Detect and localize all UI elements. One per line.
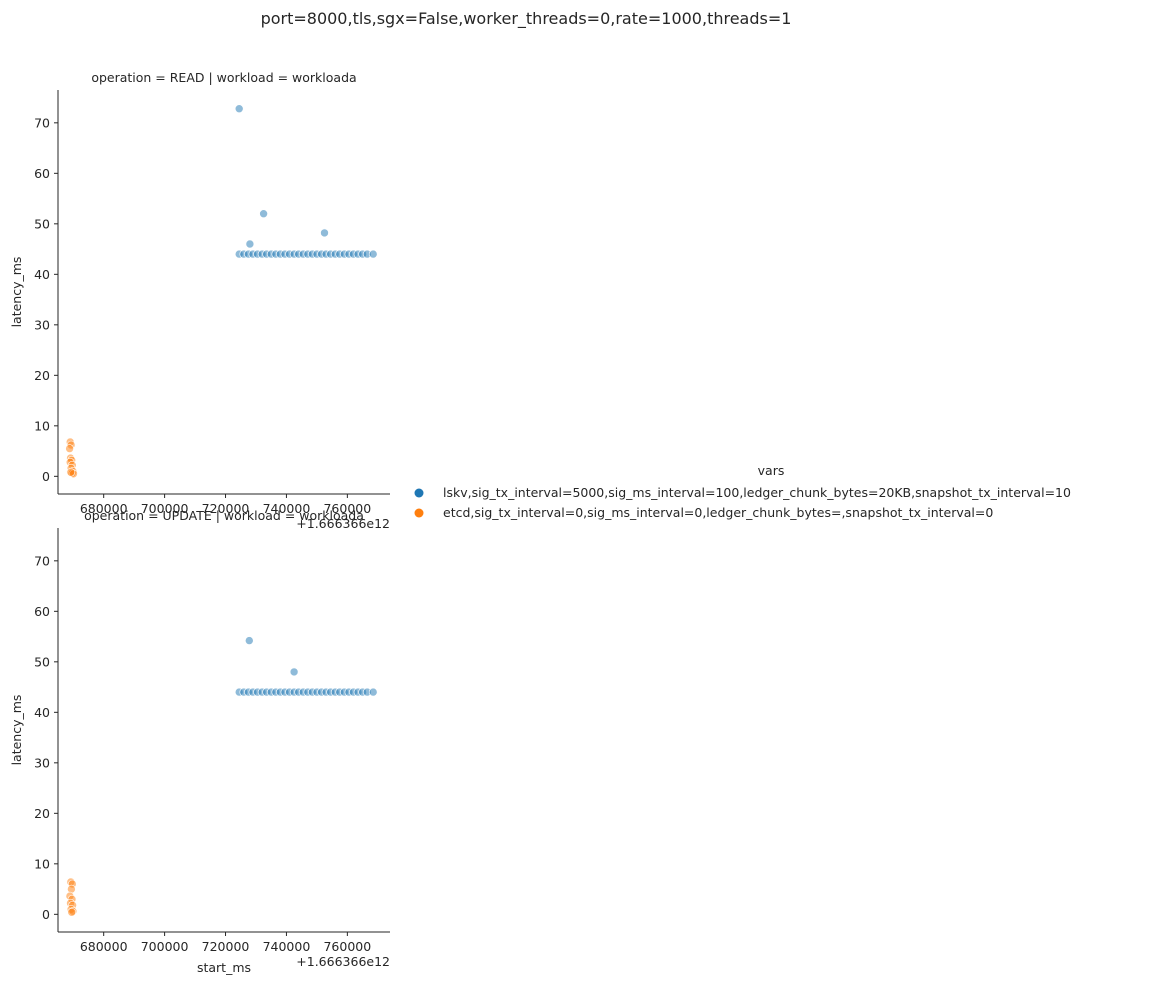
x-offset-label: +1.666366e12: [296, 954, 390, 969]
x-axis-label: start_ms: [197, 960, 251, 975]
legend-marker-lskv: [414, 488, 424, 498]
x-tick-label: 720000: [202, 939, 250, 954]
y-tick-label: 60: [34, 604, 50, 619]
y-tick-label: 40: [34, 267, 50, 282]
scatter-point: [368, 249, 378, 259]
y-axis-label: latency_ms: [9, 695, 24, 766]
y-tick-label: 70: [34, 115, 50, 130]
y-tick-label: 30: [34, 755, 50, 770]
scatter-point: [245, 239, 255, 249]
scatter-point: [67, 907, 76, 917]
x-tick-label: 680000: [80, 501, 128, 516]
x-tick-label: 700000: [141, 501, 189, 516]
y-tick-label: 10: [34, 418, 50, 433]
x-tick-label: 680000: [80, 939, 128, 954]
x-tick-label: 720000: [202, 501, 250, 516]
x-tick-label: 760000: [323, 501, 371, 516]
lskv-series: [234, 636, 378, 697]
scatter-point: [245, 636, 254, 645]
scatter-point: [66, 467, 76, 477]
y-tick-label: 70: [34, 553, 50, 568]
x-tick-label: 740000: [263, 939, 311, 954]
x-tick-label: 700000: [141, 939, 189, 954]
y-tick-label: 20: [34, 368, 50, 383]
y-tick-label: 20: [34, 806, 50, 821]
scatter-point: [234, 104, 244, 113]
y-tick-label: 10: [34, 856, 50, 871]
etcd-series: [65, 877, 78, 917]
y-axis-label: latency_ms: [9, 257, 24, 328]
scatter-point: [289, 667, 299, 677]
scatter-point: [320, 228, 329, 238]
legend: vars lskv,sig_tx_interval=5000,sig_ms_in…: [414, 463, 1071, 520]
update-facet-title: operation = UPDATE | workload = workload…: [84, 508, 364, 523]
y-tick-label: 50: [34, 654, 50, 669]
scatter-point: [67, 884, 76, 894]
y-tick-label: 0: [42, 469, 50, 484]
lskv-series: [234, 104, 378, 259]
y-tick-label: 50: [34, 216, 50, 231]
legend-label-etcd: etcd,sig_tx_interval=0,sig_ms_interval=0…: [443, 505, 993, 520]
scatter-point: [65, 444, 74, 453]
x-tick-label: 740000: [263, 501, 311, 516]
scatter-point: [368, 687, 378, 697]
read-panel: 0 10 20 30 40 50 60 70 680000 700000 720000 740000 7…: [9, 70, 390, 531]
read-facet-title: operation = READ | workload = workloada: [91, 70, 356, 85]
legend-label-lskv: lskv,sig_tx_interval=5000,sig_ms_interva…: [443, 485, 1071, 500]
legend-marker-etcd: [414, 508, 424, 518]
update-panel: 0 10 20 30 40 50 60 70 680000 700000 720000 740000 7…: [9, 508, 390, 975]
x-offset-label: +1.666366e12: [296, 516, 390, 531]
y-tick-label: 60: [34, 166, 50, 181]
scatter-point: [259, 209, 268, 218]
y-tick-label: 0: [42, 907, 50, 922]
x-tick-label: 760000: [323, 939, 371, 954]
y-tick-label: 30: [34, 317, 50, 332]
legend-title: vars: [758, 463, 785, 478]
y-tick-label: 40: [34, 705, 50, 720]
etcd-series: [65, 437, 78, 479]
figure-suptitle: port=8000,tls,sgx=False,worker_threads=0…: [261, 9, 792, 29]
